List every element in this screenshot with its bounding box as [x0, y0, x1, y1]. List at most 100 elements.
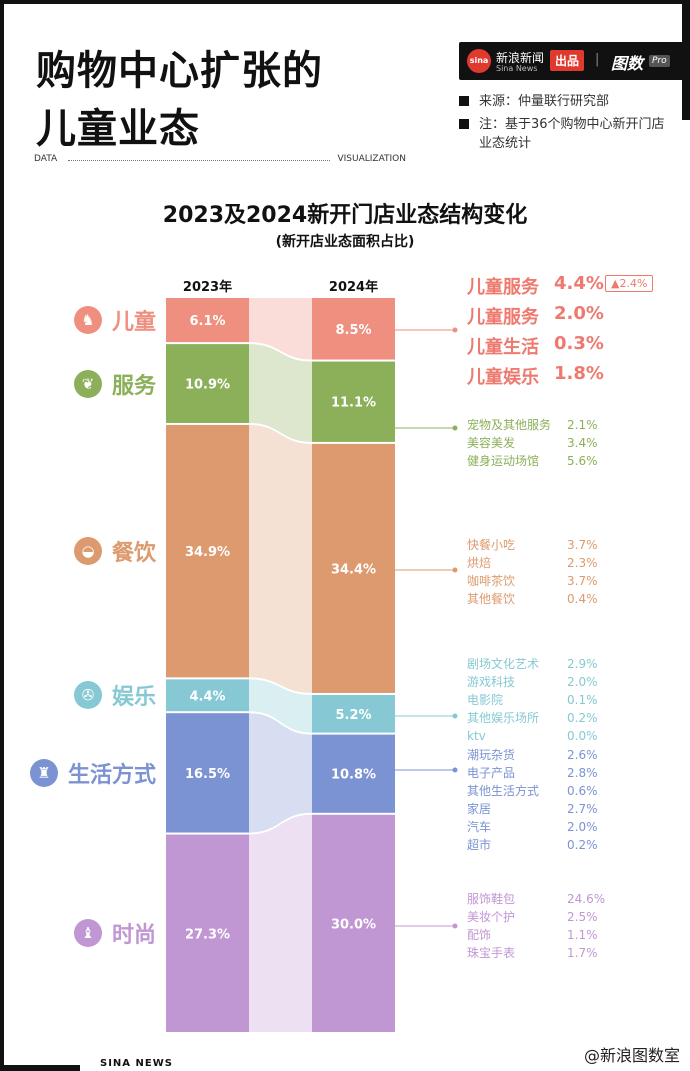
- data-label: 34.9%: [185, 545, 230, 560]
- breakdown-item-value: 0.1%: [567, 693, 598, 707]
- breakdown-item: 超市 0.2%: [467, 836, 627, 854]
- bar-餐饮-1: [312, 443, 395, 693]
- breakdown-item: 其他餐饮 0.4%: [467, 590, 627, 608]
- breakdown-item-name: 潮玩杂货: [467, 748, 516, 762]
- breakdown-item-name: 珠宝手表: [467, 946, 516, 960]
- breakdown-headline: 儿童服务 2.0%: [467, 303, 604, 329]
- breakdown-item: 珠宝手表 1.7%: [467, 944, 627, 962]
- method-note-text: 注：基于36个购物中心新开门店业态统计: [479, 117, 665, 151]
- breakdown-item-name: 宠物及其他服务: [467, 418, 552, 432]
- breakdown-item-value: 2.6%: [567, 748, 598, 762]
- breakdown-item: 其他娱乐场所 0.2%: [467, 709, 627, 727]
- breakdown-item-name: 剧场文化艺术: [467, 657, 540, 671]
- bar-娱乐-0: [166, 679, 249, 712]
- breakdown-item-name: 其他餐饮: [467, 592, 516, 606]
- brand-pro-badge: Pro: [649, 55, 670, 67]
- year-label: 2023年: [183, 279, 232, 295]
- data-label: 11.1%: [331, 396, 376, 411]
- data-label: 30.0%: [331, 917, 376, 932]
- breakdown-item: 汽车 2.0%: [467, 818, 627, 836]
- breakdown-item-name: 电影院: [467, 693, 504, 707]
- breakdown-item: 烘焙 2.3%: [467, 554, 627, 572]
- breakdown-item-value: 0.4%: [567, 592, 598, 606]
- breakdown-item: 宠物及其他服务 2.1%: [467, 416, 627, 434]
- data-label: 6.1%: [189, 314, 225, 329]
- breakdown-item: 家居 2.7%: [467, 800, 627, 818]
- chart-title: 2023及2024新开门店业态结构变化: [162, 203, 528, 228]
- breakdown-item-name: 超市: [467, 838, 492, 852]
- data-label: DATA: [34, 154, 58, 164]
- breakdown-item-value: 3.4%: [567, 436, 598, 450]
- breakdown-item: 配饰 1.1%: [467, 926, 627, 944]
- breakdown-item-name: 美容美发: [467, 436, 516, 450]
- breakdown-item-value: 24.6%: [567, 892, 606, 906]
- category-name: 娱乐: [111, 685, 156, 711]
- breakdown-item-name: 其他生活方式: [467, 784, 540, 798]
- frame-left-border: [0, 0, 4, 1071]
- breakdown-list: 宠物及其他服务 2.1% 美容美发 3.4% 健身运动场馆 5.6%: [467, 416, 627, 470]
- bar-生活方式-1: [312, 734, 395, 813]
- breakdown-item-value: 5.6%: [567, 454, 598, 468]
- breakdown-item: 电影院 0.1%: [467, 691, 627, 709]
- shirt-icon: ♜: [29, 758, 58, 787]
- category-label: ♜ 生活方式: [16, 757, 156, 789]
- bar-生活方式-0: [166, 713, 249, 833]
- data-label: 34.4%: [331, 562, 376, 577]
- column-header-bg: [166, 276, 249, 298]
- breakdown-item-name: 其他娱乐场所: [467, 711, 540, 725]
- frame-top-border: [0, 0, 690, 4]
- breakdown-name: 儿童服务: [467, 307, 539, 328]
- bar-儿童-0: [166, 298, 249, 343]
- bar-餐饮-0: [166, 424, 249, 678]
- breakdown-item-value: 2.1%: [567, 418, 598, 432]
- breakdown-item: 咖啡茶饮 3.7%: [467, 572, 627, 590]
- breakdown-item: 美妆个护 2.5%: [467, 908, 627, 926]
- category-name: 服务: [111, 373, 156, 399]
- flow-生活方式: [249, 713, 312, 833]
- breakdown-item-value: 0.2%: [567, 711, 598, 725]
- breakdown-item-value: 1.7%: [567, 946, 598, 960]
- breakdown-item-value: 2.3%: [567, 556, 598, 570]
- breakdown-item-value: 0.0%: [567, 729, 598, 743]
- flow-时尚: [249, 814, 312, 1032]
- bar-时尚-1: [312, 814, 395, 1032]
- connector-dot: [452, 327, 458, 333]
- breakdown-item-name: 家居: [467, 802, 492, 816]
- breakdown-item-value: 0.2%: [567, 838, 598, 852]
- viz-label: VISUALIZATION: [337, 154, 406, 164]
- breakdown-item-value: 1.1%: [567, 928, 598, 942]
- breakdown-value: 1.8%: [554, 363, 604, 384]
- film-reel-icon: ✇: [73, 681, 102, 710]
- category-label: ♝ 时尚: [56, 917, 156, 949]
- category-name: 生活方式: [67, 762, 156, 788]
- breakdown-item-value: 2.7%: [567, 802, 598, 816]
- data-viz-rule: DATA VISUALIZATION: [34, 152, 406, 168]
- breakdown-headline: 儿童服务 4.4%: [467, 273, 604, 299]
- breakdown-item: 快餐小吃 3.7%: [467, 536, 627, 554]
- square-bullet-icon: [459, 119, 469, 129]
- breakdown-item-value: 2.5%: [567, 910, 598, 924]
- data-label: 5.2%: [335, 708, 371, 723]
- category-label: ♞ 儿童: [56, 304, 156, 336]
- year-label: 2024年: [329, 279, 378, 295]
- sina-logo-icon: sina: [467, 49, 491, 73]
- breakdown-item: 游戏科技 2.0%: [467, 673, 627, 691]
- category-name: 时尚: [111, 923, 156, 949]
- brand-banner: sina 新浪新闻 Sina News 出品 | 图数 Pro: [459, 42, 684, 80]
- brand-tushu-logo: 图数: [611, 54, 644, 73]
- connector-dot: [452, 713, 458, 719]
- data-label: 16.5%: [185, 767, 230, 782]
- footer-left: SINA NEWS: [100, 1058, 173, 1069]
- chart-subtitle: (新开店业态面积占比): [275, 234, 415, 250]
- breakdown-item: 美容美发 3.4%: [467, 434, 627, 452]
- breakdown-item: 服饰鞋包 24.6%: [467, 890, 627, 908]
- frame-right-accent: [682, 0, 690, 120]
- breakdown-item: ktv 0.0%: [467, 727, 627, 745]
- leaf-icon: ❦: [73, 369, 102, 398]
- breakdown-name: 儿童娱乐: [467, 367, 539, 388]
- category-name: 餐饮: [111, 541, 156, 567]
- flow-儿童: [249, 298, 312, 360]
- bar-服务-0: [166, 344, 249, 423]
- breakdown-item-name: 服饰鞋包: [467, 892, 516, 906]
- bar-娱乐-1: [312, 694, 395, 733]
